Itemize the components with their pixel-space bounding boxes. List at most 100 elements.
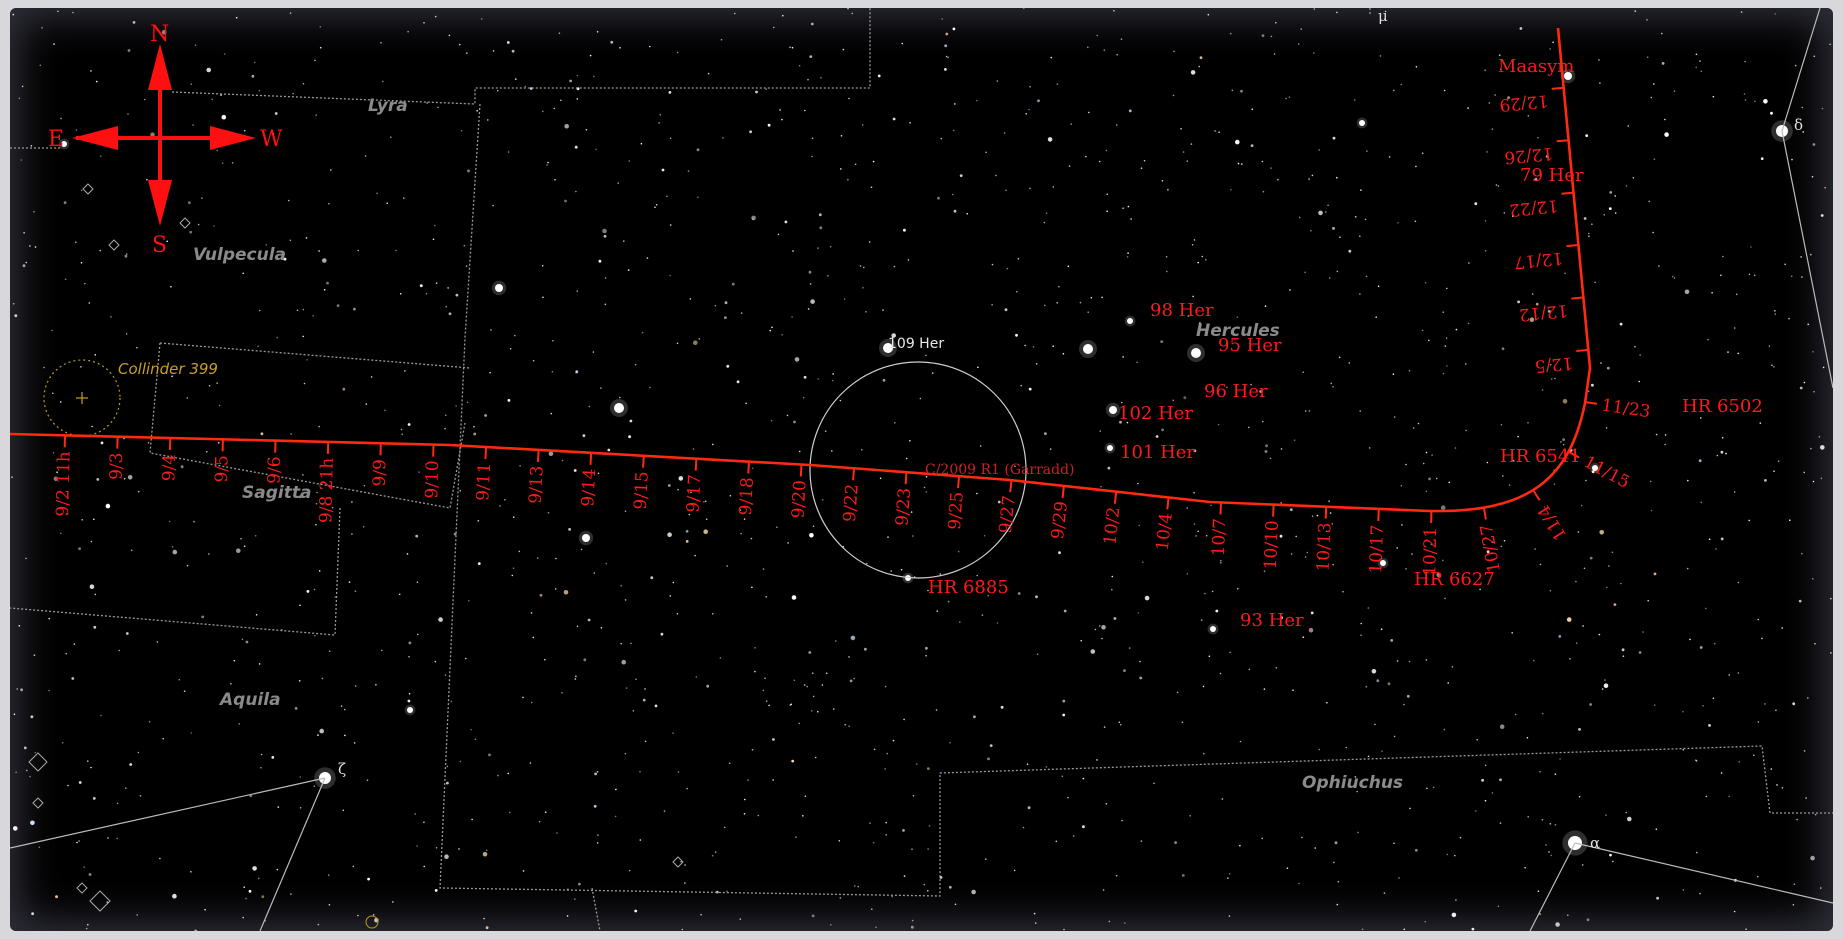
path-date-label: 12/26 [1503,143,1554,168]
constellation-label-lyra: Lyra [368,96,408,116]
path-date-ticks [63,86,1598,524]
greek-label-alpha: α [1590,834,1600,852]
path-tick [1061,485,1065,499]
path-tick [1584,401,1598,405]
star-label-79-her: 79 Her [1520,165,1584,186]
path-date-label: 9/17 [683,474,705,513]
greek-label-mu: μ [1378,8,1388,25]
sky-map[interactable]: 9/2 11h 9/3 9/4 9/5 9/6 9/8 21h 9/9 9/10 9/11 9/1… [10,8,1833,931]
constellation-label-hercules: Hercules [1196,321,1280,341]
path-tick [904,472,908,485]
path-tick [1571,296,1584,300]
greek-label-zeta: ζ [338,760,346,778]
comet-label: C/2009 R1 (Garradd) [925,462,1075,478]
compass-south-label: S [152,233,167,258]
collinder-399-circle [43,359,121,437]
path-tick [1113,491,1118,504]
path-date-label: 9/4 [159,454,180,482]
path-tick [957,476,960,489]
constellation-label-vulpecula: Vulpecula [193,245,286,265]
path-date-label: 10/17 [1366,524,1388,574]
path-date-label: 11/15 [1580,452,1633,493]
path-tick [852,468,855,481]
east-arrow-icon [72,126,118,150]
star-label-101-her: 101 Her [1120,442,1195,463]
path-tick [1556,139,1569,143]
comet-path-line [10,27,1592,513]
path-tick [1324,506,1328,519]
path-date-label: 9/11 [473,462,495,501]
cluster-label-collinder-399: Collinder 399 [118,360,218,378]
path-tick [1009,480,1013,493]
constellation-label-aquila: Aquila [218,690,281,710]
path-date-label: 9/3 [107,452,128,480]
path-date-label: 9/29 [1048,500,1072,540]
path-tick [1561,191,1574,195]
path-date-label: 10/27 [1477,523,1505,575]
path-date-label: 9/10 [422,460,443,499]
path-date-label: 10/13 [1314,522,1336,572]
path-tick [484,446,488,460]
west-arrow-icon [210,126,256,150]
greek-label-delta: δ [1794,116,1803,134]
compass-rose: N S E W [48,22,283,258]
path-date-label: 11/23 [1600,396,1651,423]
star-label-hr-6541: HR 6541 [1500,446,1581,467]
path-date-label: 9/9 [370,459,391,487]
path-tick [1551,86,1564,90]
small-cluster-marker [365,915,379,929]
star-label-hr-6885: HR 6885 [928,577,1009,598]
star-label-hr-6502: HR 6502 [1682,396,1763,417]
star-label-hr-6627: HR 6627 [1414,569,1495,590]
path-date-label: 10/4 [1153,512,1177,552]
path-tick [799,464,803,477]
compass-west-label: W [260,127,283,152]
path-date-label: 9/15 [631,471,653,510]
path-tick [1482,507,1487,520]
path-tick [1568,450,1580,459]
star-label-98-her: 98 Her [1150,300,1214,321]
path-date-label: 12/5 [1534,352,1574,376]
constellation-label-ophiuchus: Ophiuchus [1302,773,1403,793]
star-label-95-her: 95 Her [1218,335,1282,356]
path-date-label: 11/4 [1534,501,1571,544]
path-date-label: 10/21 [1420,527,1441,576]
path-date-label: 9/27 [996,494,1020,534]
path-tick [1219,502,1222,515]
path-tick [1566,244,1579,248]
path-date-label: 9/14 [578,468,600,507]
galaxy-markers [28,183,684,912]
constellation-boundaries [10,8,1833,931]
path-date-label: 9/2 11h [53,451,75,517]
path-tick [642,455,645,468]
path-date-label: 9/5 [212,455,233,483]
path-date-label: 10/7 [1209,518,1231,557]
path-tick [1532,489,1541,501]
path-date-label: 9/8 21h [316,457,338,523]
path-date-label: 12/17 [1513,248,1564,273]
path-date-label: 12/29 [1498,90,1549,115]
star-label-109-her: 109 Her [888,336,944,352]
path-tick [694,458,698,471]
south-arrow-icon [148,180,172,226]
path-tick [1166,497,1170,510]
path-tick [747,461,750,474]
path-date-labels: 9/2 11h 9/3 9/4 9/5 9/6 9/8 21h 9/9 9/10 9/11 9/1… [53,90,1652,576]
path-tick [1272,504,1275,517]
path-tick [537,449,540,462]
compass-north-label: N [150,22,169,47]
path-date-label: 9/22 [840,483,863,523]
path-date-label: 9/20 [788,480,810,519]
star-label-maasym: Maasym [1498,56,1574,77]
path-date-label: 12/12 [1518,300,1569,325]
chart-overlay: 9/2 11h 9/3 9/4 9/5 9/6 9/8 21h 9/9 9/10 9/11 9/1… [10,8,1833,931]
path-date-label: 12/22 [1508,195,1559,220]
path-date-label: 9/6 [264,456,285,484]
star-label-102-her: 102 Her [1118,403,1193,424]
north-arrow-icon [148,44,172,90]
path-date-label: 9/13 [526,465,548,504]
compass-east-label: E [48,127,64,152]
path-tick [589,452,593,465]
path-tick [1377,508,1380,521]
